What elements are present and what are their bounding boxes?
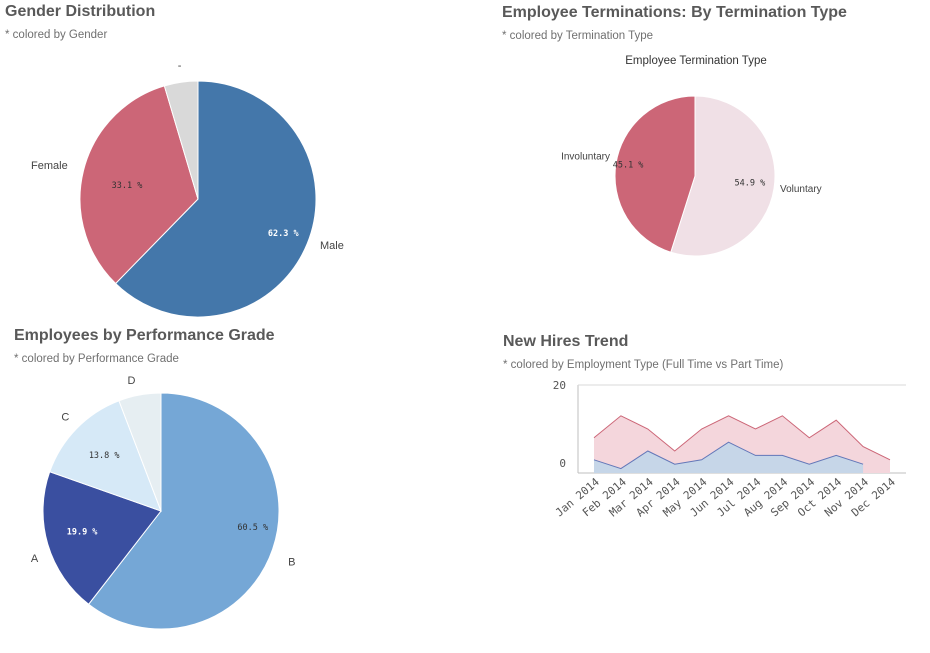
pie-category-label-a: A xyxy=(31,553,39,565)
pie-slice-a[interactable] xyxy=(42,471,162,605)
pie-value-label-c: 13.8 % xyxy=(89,451,120,461)
terminations-pie-chart[interactable]: Employee Termination Type 54.9 % Voluntary… xyxy=(500,50,920,320)
terminations-subtitle: * colored by Termination Type xyxy=(502,30,654,42)
pie-category-label-female: Female xyxy=(31,160,68,172)
pie-slice-voluntary[interactable] xyxy=(670,95,776,257)
performance-subtitle: * colored by Performance Grade xyxy=(14,353,179,365)
pie-slice-male[interactable] xyxy=(114,80,317,318)
pie-slice-c[interactable] xyxy=(49,400,162,512)
y-tick-label-20: 20 xyxy=(553,379,566,392)
terminations-title: Employee Terminations: By Termination Ty… xyxy=(502,4,847,21)
y-tick-label-0: 0 xyxy=(559,457,566,470)
pie-value-label-b: 60.5 % xyxy=(237,523,268,533)
pie-category-label-b: B xyxy=(288,556,295,568)
pie-category-label-male: Male xyxy=(320,240,344,252)
pie-slice-blank[interactable] xyxy=(163,80,199,200)
line-series-total xyxy=(593,415,891,461)
pie-slice-b[interactable] xyxy=(87,392,280,630)
hires-subtitle: * colored by Employment Type (Full Time … xyxy=(503,359,784,371)
hires-title: New Hires Trend xyxy=(503,333,629,350)
line-series-part xyxy=(593,441,864,470)
pie-category-label-voluntary: Voluntary xyxy=(780,184,822,195)
area-series-part[interactable] xyxy=(594,442,864,473)
pie-category-label-involuntary: Involuntary xyxy=(561,151,610,162)
performance-title: Employees by Performance Grade xyxy=(14,327,275,344)
pie-category-label-c: C xyxy=(61,412,69,424)
gender-pie-chart[interactable]: 62.3 % Male 33.1 % Female - xyxy=(0,50,440,350)
pie-value-label-voluntary: 54.9 % xyxy=(735,178,766,188)
gender-subtitle: * colored by Gender xyxy=(5,29,108,41)
area-series-total[interactable] xyxy=(594,415,890,473)
pie-slice-female[interactable] xyxy=(79,85,199,285)
pie-category-label-blank: - xyxy=(178,60,182,72)
pie-slice-involuntary[interactable] xyxy=(614,95,696,253)
pie-value-label-male: 62.3 % xyxy=(268,229,300,239)
terminations-chart-title: Employee Termination Type xyxy=(625,55,767,67)
gender-title: Gender Distribution xyxy=(5,3,156,20)
pie-category-label-d: D xyxy=(127,375,135,387)
pie-slice-d[interactable] xyxy=(118,392,162,512)
pie-value-label-female: 33.1 % xyxy=(112,181,143,191)
pie-value-label-a: 19.9 % xyxy=(67,527,99,537)
pie-value-label-involuntary: 45.1 % xyxy=(613,161,644,171)
performance-pie-chart[interactable]: 60.5 % B 19.9 % A 13.8 % C D xyxy=(0,370,440,650)
